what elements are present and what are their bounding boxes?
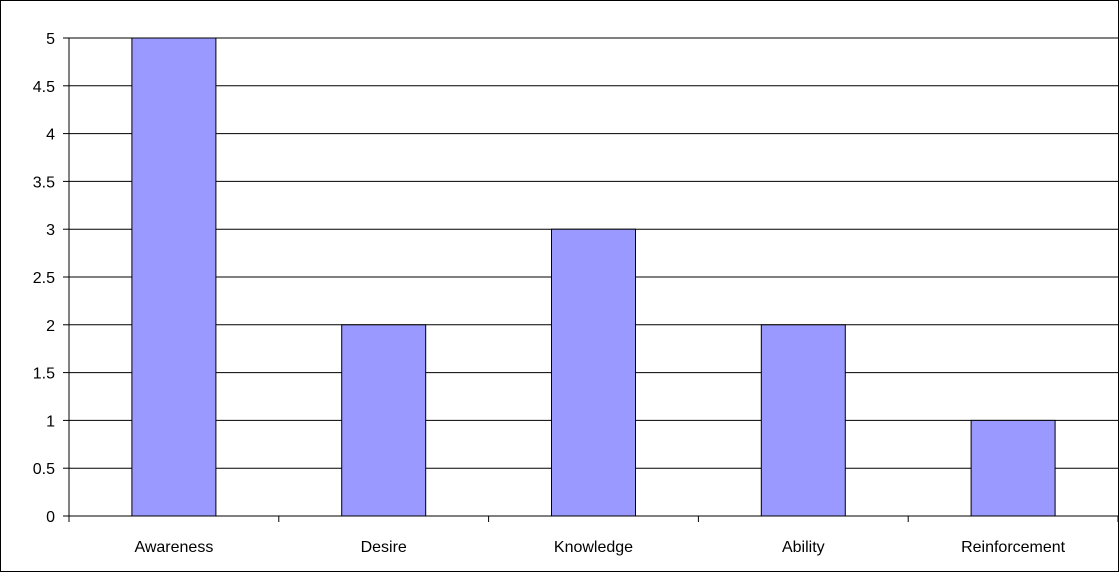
x-category-label: Ability [782,539,825,556]
y-tick-label: 3.5 [33,174,55,191]
x-category-label: Awareness [134,539,213,556]
x-category-label: Desire [361,539,407,556]
bars [131,37,1056,517]
y-tick-labels: 0 0.5 1 1.5 2 2.5 3 3.5 4 4.5 5 [33,31,55,526]
y-tick-label: 4.5 [33,79,55,96]
y-tick-label: 2 [46,318,55,335]
gridlines [69,37,1118,469]
x-category-label: Reinforcement [961,539,1066,556]
y-tick-label: 3 [46,222,55,239]
y-tick-label: 0 [46,509,55,526]
y-tick-label: 2.5 [33,270,55,287]
y-tick-label: 4 [46,127,55,144]
y-tick-label: 0.5 [33,461,55,478]
bar-knowledge [551,228,636,517]
axes [63,37,1119,522]
bar-ability [760,324,846,517]
y-tick-label: 1 [46,413,55,430]
bar-awareness [131,37,217,517]
bar-reinforcement [970,419,1056,517]
bar-desire [341,324,427,517]
y-tick-label: 1.5 [33,366,55,383]
x-category-label: Knowledge [554,539,633,556]
y-tick-label: 5 [46,31,55,48]
x-category-labels: Awareness Desire Knowledge Ability Reinforce… [134,539,1065,556]
